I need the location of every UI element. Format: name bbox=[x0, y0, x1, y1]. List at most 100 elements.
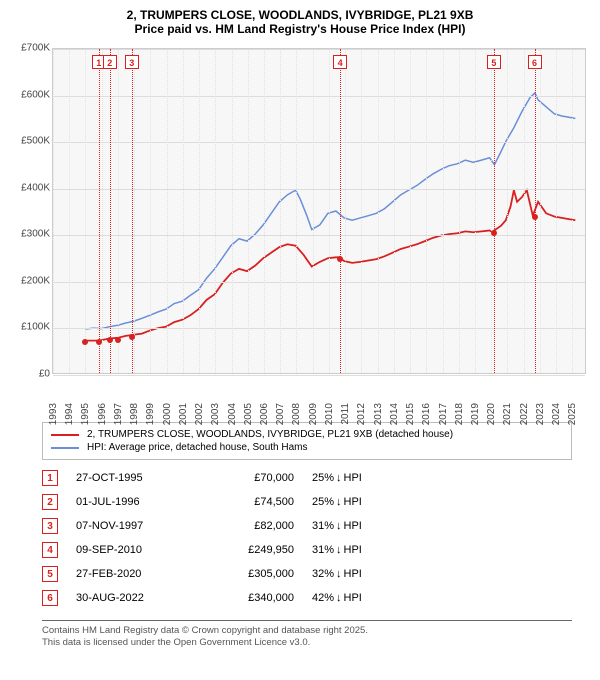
gridline-v bbox=[410, 49, 411, 373]
transaction-row: 201-JUL-1996£74,50025%↓ HPI bbox=[42, 490, 572, 514]
x-tick-label: 2010 bbox=[324, 403, 335, 425]
gridline-v bbox=[167, 49, 168, 373]
y-tick-label: £0 bbox=[10, 369, 50, 380]
transaction-date: 27-FEB-2020 bbox=[76, 568, 186, 580]
gridline-v bbox=[199, 49, 200, 373]
gridline-v bbox=[361, 49, 362, 373]
gridline-v bbox=[102, 49, 103, 373]
sale-dot bbox=[107, 337, 113, 343]
transaction-date: 07-NOV-1997 bbox=[76, 520, 186, 532]
transaction-price: £70,000 bbox=[204, 472, 294, 484]
gridline-v bbox=[329, 49, 330, 373]
gridline-h bbox=[53, 49, 585, 50]
gridline-v bbox=[443, 49, 444, 373]
transaction-delta: 31%↓ HPI bbox=[312, 520, 402, 532]
gridline-v bbox=[572, 49, 573, 373]
delta-suffix: HPI bbox=[344, 544, 362, 556]
transaction-row: 3 07-NOV-1997 £82,000 31%↓ HPI bbox=[42, 514, 572, 538]
sale-dot bbox=[491, 230, 497, 236]
transaction-date: 01-JUL-1996 bbox=[76, 496, 186, 508]
series-hpi bbox=[85, 93, 575, 329]
plot-area: 123456 bbox=[52, 48, 586, 374]
gridline-v bbox=[556, 49, 557, 373]
delta-pct: 25% bbox=[312, 472, 334, 484]
x-tick-label: 2015 bbox=[405, 403, 416, 425]
transaction-price: £340,000 bbox=[204, 592, 294, 604]
gridline-v bbox=[507, 49, 508, 373]
x-tick-label: 2002 bbox=[194, 403, 205, 425]
gridline-h bbox=[53, 282, 585, 283]
legend-label: HPI: Average price, detached house, Sout… bbox=[87, 442, 308, 453]
gridline-h bbox=[53, 142, 585, 143]
transaction-delta: 25%↓ HPI bbox=[312, 472, 402, 484]
x-tick-label: 2006 bbox=[259, 403, 270, 425]
x-tick-label: 2022 bbox=[519, 403, 530, 425]
x-tick-label: 2007 bbox=[275, 403, 286, 425]
transaction-marker: 6 bbox=[42, 590, 58, 606]
page-container: 2, TRUMPERS CLOSE, WOODLANDS, IVYBRIDGE,… bbox=[0, 0, 600, 680]
footer: Contains HM Land Registry data © Crown c… bbox=[42, 620, 572, 650]
x-tick-label: 2005 bbox=[243, 403, 254, 425]
transaction-marker: 1 bbox=[42, 470, 58, 486]
marker-line bbox=[340, 49, 341, 373]
gridline-v bbox=[280, 49, 281, 373]
x-tick-label: 2014 bbox=[389, 403, 400, 425]
gridline-h bbox=[53, 189, 585, 190]
x-tick-label: 2017 bbox=[438, 403, 449, 425]
gridline-v bbox=[296, 49, 297, 373]
delta-suffix: HPI bbox=[344, 496, 362, 508]
legend: 2, TRUMPERS CLOSE, WOODLANDS, IVYBRIDGE,… bbox=[42, 422, 572, 460]
marker-box: 6 bbox=[528, 55, 542, 69]
delta-suffix: HPI bbox=[344, 592, 362, 604]
sale-dot bbox=[129, 334, 135, 340]
transaction-delta: 32%↓ HPI bbox=[312, 568, 402, 580]
transaction-marker: 3 bbox=[42, 518, 58, 534]
gridline-v bbox=[394, 49, 395, 373]
y-tick-label: £100K bbox=[10, 322, 50, 333]
x-tick-label: 2018 bbox=[454, 403, 465, 425]
transaction-price: £82,000 bbox=[204, 520, 294, 532]
gridline-h bbox=[53, 375, 585, 376]
x-tick-label: 2013 bbox=[373, 403, 384, 425]
gridline-h bbox=[53, 235, 585, 236]
x-tick-label: 1999 bbox=[145, 403, 156, 425]
transaction-marker: 5 bbox=[42, 566, 58, 582]
marker-line bbox=[535, 49, 536, 373]
transaction-date: 09-SEP-2010 bbox=[76, 544, 186, 556]
x-tick-label: 1998 bbox=[129, 403, 140, 425]
marker-line bbox=[99, 49, 100, 373]
transaction-date: 30-AUG-2022 bbox=[76, 592, 186, 604]
transaction-price: £249,950 bbox=[204, 544, 294, 556]
x-tick-label: 1994 bbox=[64, 403, 75, 425]
transaction-delta: 42%↓ HPI bbox=[312, 592, 402, 604]
transaction-price: £305,000 bbox=[204, 568, 294, 580]
x-tick-label: 2020 bbox=[486, 403, 497, 425]
x-tick-label: 2025 bbox=[567, 403, 578, 425]
marker-line bbox=[494, 49, 495, 373]
delta-pct: 32% bbox=[312, 568, 334, 580]
gridline-v bbox=[378, 49, 379, 373]
chart-lines-svg bbox=[53, 49, 585, 373]
x-tick-label: 1993 bbox=[48, 403, 59, 425]
x-tick-label: 2000 bbox=[162, 403, 173, 425]
transaction-date: 27-OCT-1995 bbox=[76, 472, 186, 484]
x-tick-label: 2008 bbox=[291, 403, 302, 425]
x-tick-label: 2023 bbox=[535, 403, 546, 425]
x-tick-label: 2012 bbox=[356, 403, 367, 425]
transaction-delta: 25%↓ HPI bbox=[312, 496, 402, 508]
transaction-row: 6 30-AUG-2022 £340,000 42%↓ HPI bbox=[42, 586, 572, 610]
footer-line2: This data is licensed under the Open Gov… bbox=[42, 637, 572, 649]
gridline-v bbox=[150, 49, 151, 373]
gridline-v bbox=[215, 49, 216, 373]
footer-line1: Contains HM Land Registry data © Crown c… bbox=[42, 625, 572, 637]
delta-suffix: HPI bbox=[344, 472, 362, 484]
legend-swatch bbox=[51, 447, 79, 449]
title-subtitle: Price paid vs. HM Land Registry's House … bbox=[10, 22, 590, 36]
x-tick-label: 2009 bbox=[308, 403, 319, 425]
gridline-v bbox=[183, 49, 184, 373]
delta-suffix: HPI bbox=[344, 568, 362, 580]
transaction-price: £74,500 bbox=[204, 496, 294, 508]
arrow-down-icon: ↓ bbox=[336, 592, 342, 604]
delta-pct: 31% bbox=[312, 520, 334, 532]
arrow-down-icon: ↓ bbox=[336, 544, 342, 556]
